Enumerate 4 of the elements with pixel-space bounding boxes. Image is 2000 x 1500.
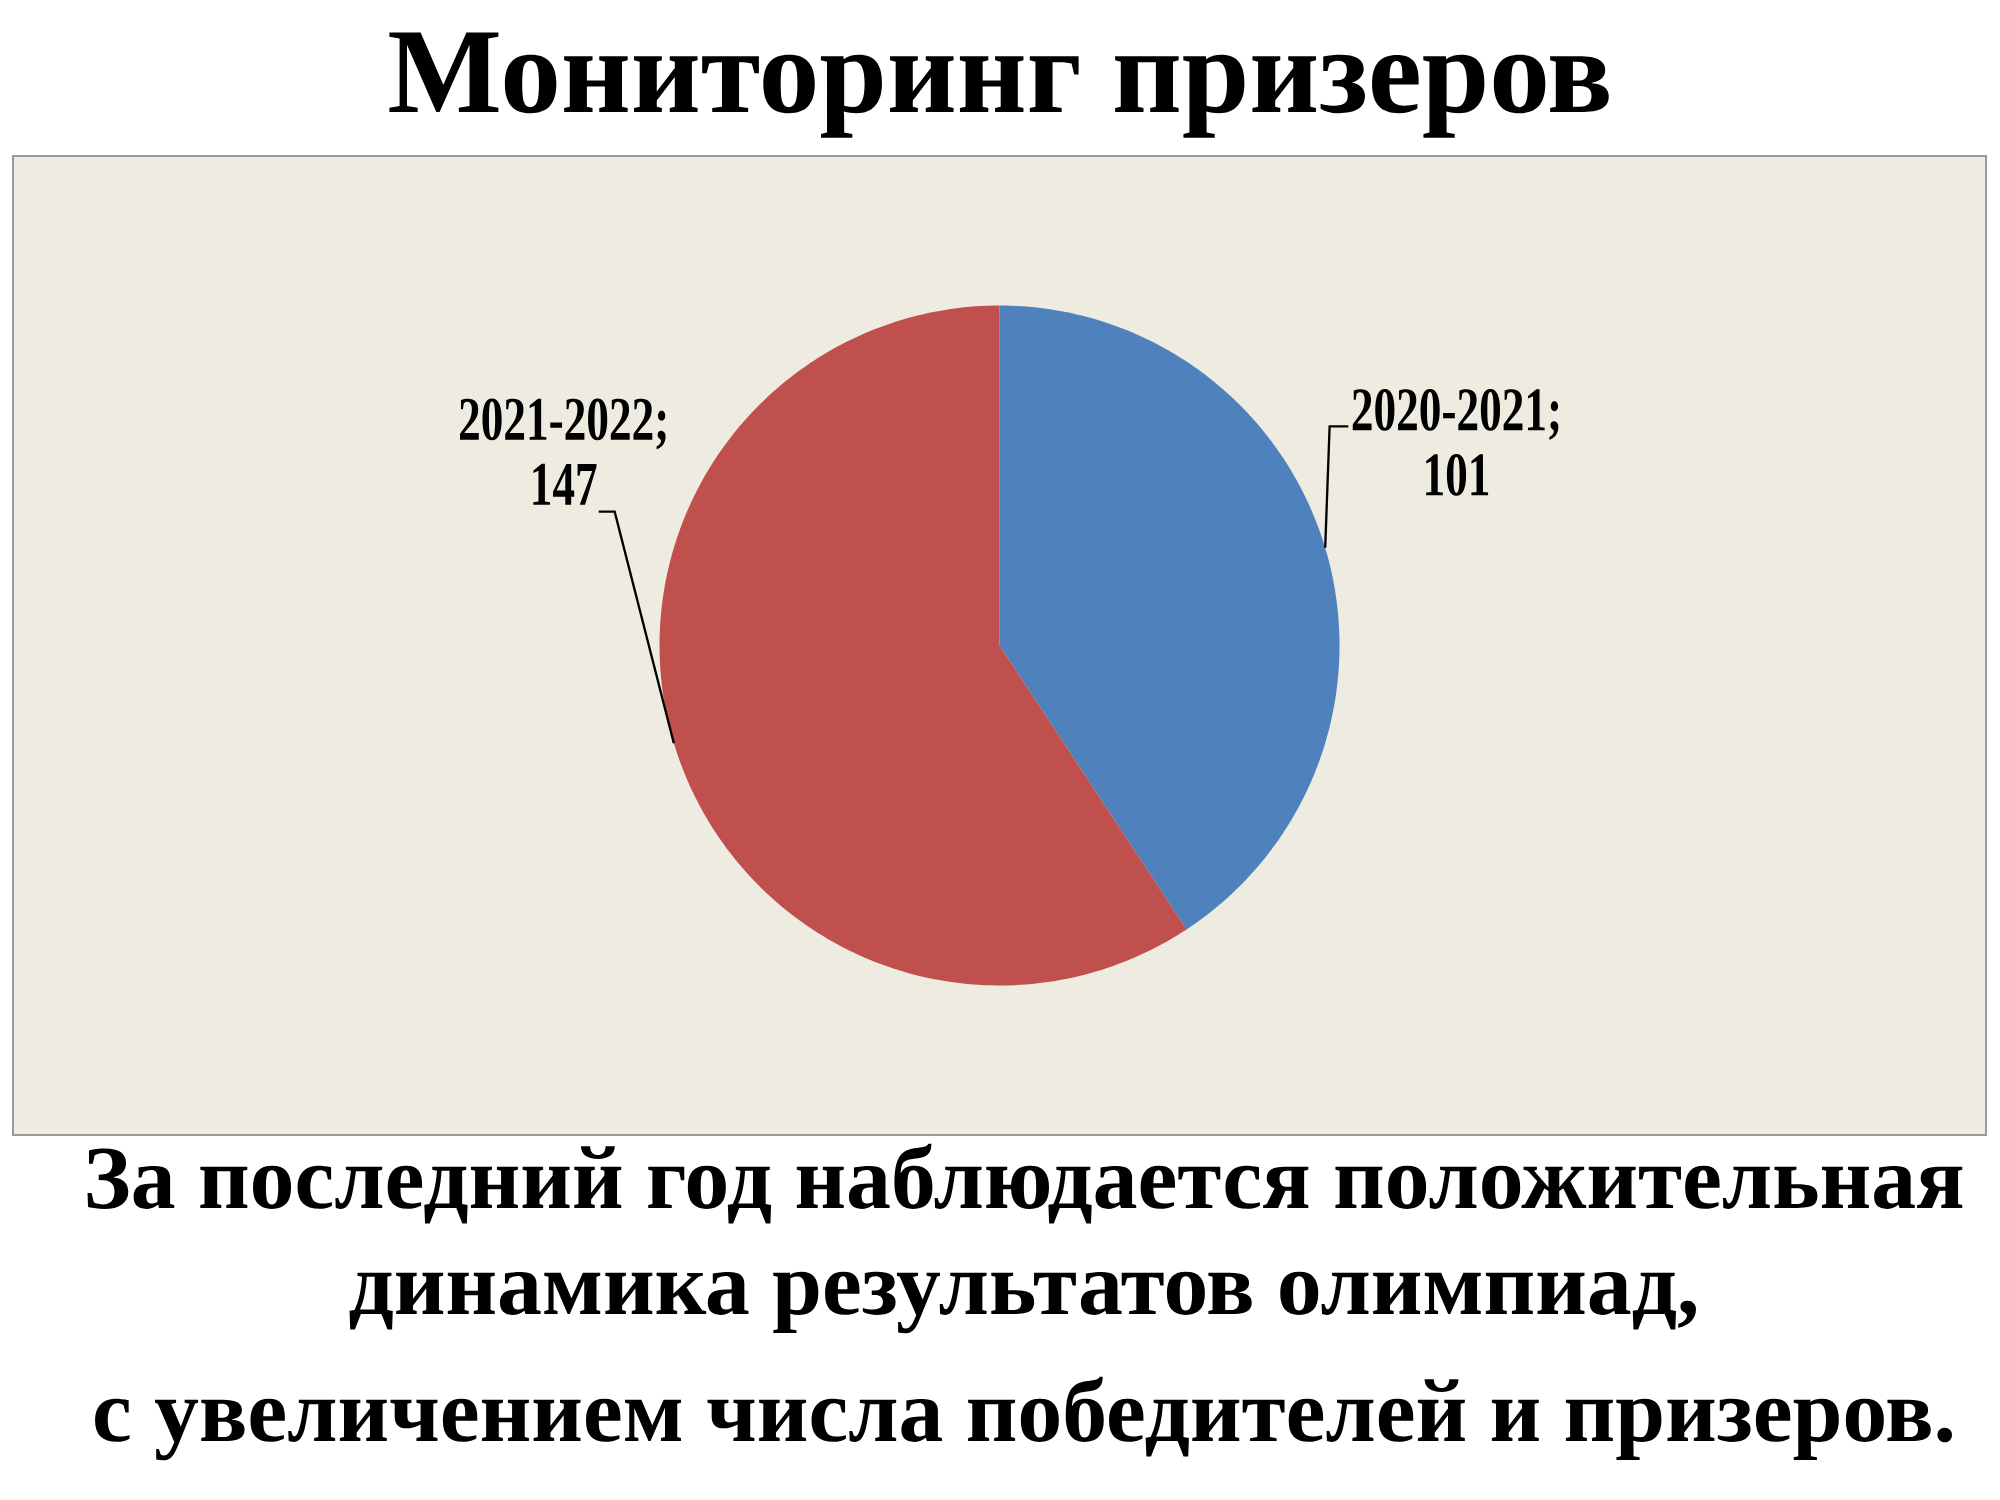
chart-title: Мониторинг призеров bbox=[389, 32, 1609, 138]
data-label: 2021-2022; 147 bbox=[459, 398, 666, 505]
data-label: 2020-2021; 101 bbox=[1352, 388, 1559, 496]
text: с увеличением числа победителей и призеров. bbox=[95, 1376, 1952, 1461]
